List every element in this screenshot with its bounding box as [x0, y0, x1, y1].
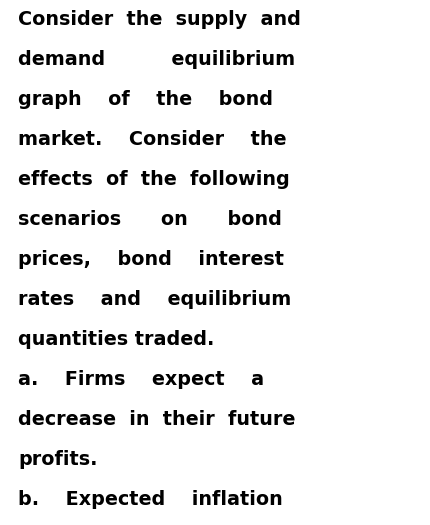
- Text: market.    Consider    the: market. Consider the: [18, 130, 286, 149]
- Text: quantities traded.: quantities traded.: [18, 330, 215, 349]
- Text: graph    of    the    bond: graph of the bond: [18, 90, 273, 109]
- Text: profits.: profits.: [18, 450, 98, 469]
- Text: scenarios      on      bond: scenarios on bond: [18, 210, 282, 229]
- Text: a.    Firms    expect    a: a. Firms expect a: [18, 370, 264, 389]
- Text: Consider  the  supply  and: Consider the supply and: [18, 10, 301, 29]
- Text: demand          equilibrium: demand equilibrium: [18, 50, 295, 69]
- Text: decrease  in  their  future: decrease in their future: [18, 410, 295, 429]
- Text: effects  of  the  following: effects of the following: [18, 170, 290, 189]
- Text: b.    Expected    inflation: b. Expected inflation: [18, 490, 283, 509]
- Text: rates    and    equilibrium: rates and equilibrium: [18, 290, 291, 309]
- Text: prices,    bond    interest: prices, bond interest: [18, 250, 284, 269]
